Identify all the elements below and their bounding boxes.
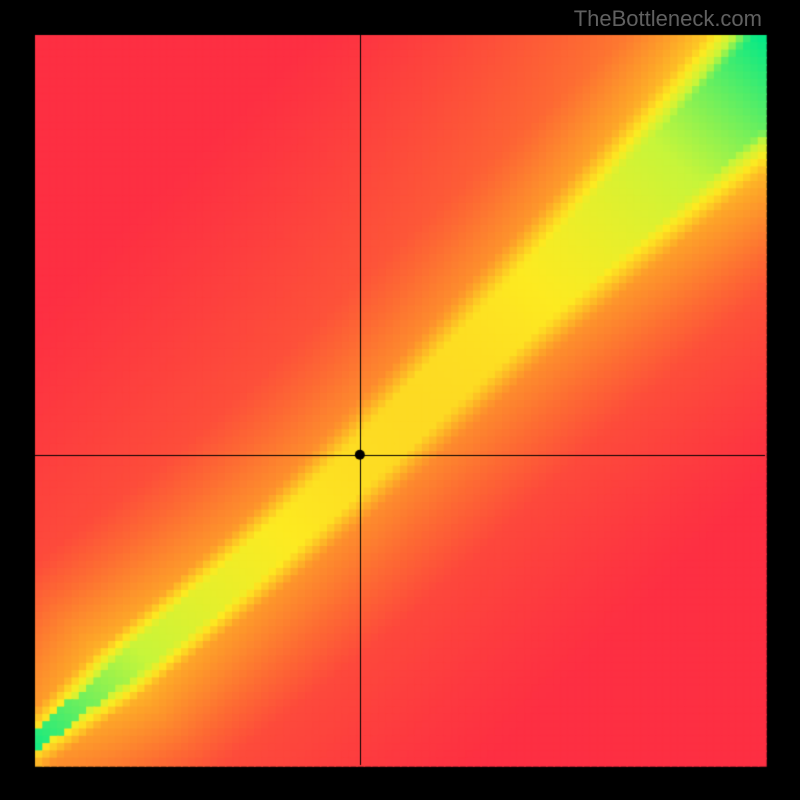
chart-container: TheBottleneck.com xyxy=(0,0,800,800)
bottleneck-heatmap xyxy=(0,0,800,800)
watermark-text: TheBottleneck.com xyxy=(574,6,762,32)
